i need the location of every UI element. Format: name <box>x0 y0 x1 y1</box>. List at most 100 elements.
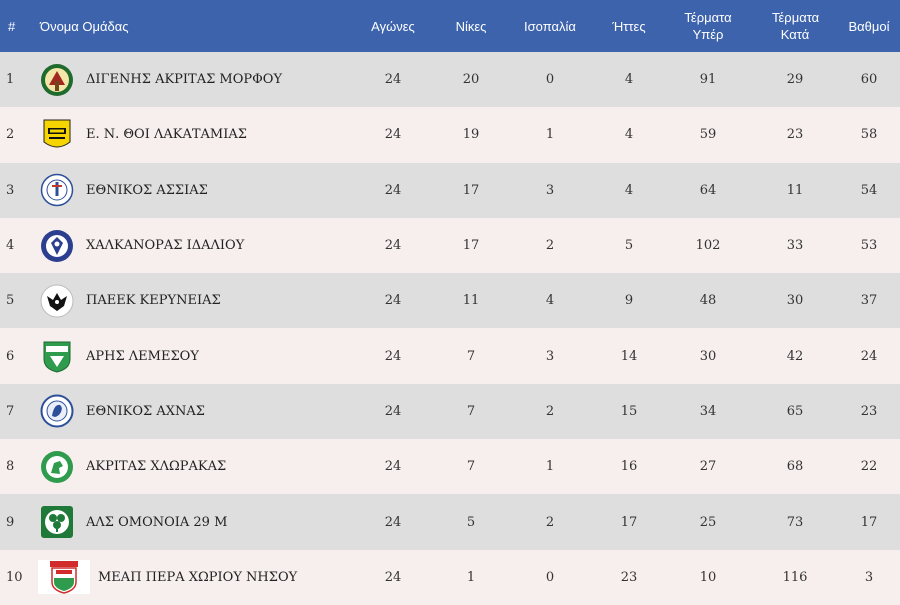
team-cell[interactable]: ΕΘΝΙΚΟΣ ΑΣΣΙΑΣ <box>38 163 350 218</box>
losses-cell: 9 <box>624 293 634 309</box>
points-cell: 22 <box>860 459 878 475</box>
header-points[interactable]: Βαθμοί <box>848 18 890 34</box>
header-rank[interactable]: # <box>8 18 16 34</box>
rank-cell: 4 <box>6 238 15 254</box>
aris-crest-icon <box>40 339 74 373</box>
team-name[interactable]: ΧΑΛΚΑΝΟΡΑΣ ΙΔΑΛΙΟΥ <box>86 238 245 254</box>
rank-cell: 8 <box>6 459 15 475</box>
team-name[interactable]: ΑΡΗΣ ΛΕΜΕΣΟΥ <box>86 348 199 364</box>
omonoia-crest-icon <box>40 505 74 539</box>
team-cell[interactable]: ΠΑΕΕΚ ΚΕΡΥΝΕΙΑΣ <box>38 273 350 328</box>
played-cell: 24 <box>384 514 402 530</box>
header-draws[interactable]: Ισοπαλία <box>524 18 576 34</box>
points-cell: 58 <box>860 127 878 143</box>
thoi-crest-icon <box>40 118 74 152</box>
goals-against-cell: 42 <box>786 348 804 364</box>
table-row-2[interactable]: 2 Ε. Ν. ΘΟΙ ΛΑΚΑΤΑΜΙΑΣ 24 19 1 4 59 23 5… <box>0 107 900 163</box>
team-cell[interactable]: ΔΙΓΕΝΗΣ ΑΚΡΙΤΑΣ ΜΟΡΦΟΥ <box>38 52 350 107</box>
table-row-6[interactable]: 6 ΑΡΗΣ ΛΕΜΕΣΟΥ 24 7 3 14 30 42 24 <box>0 328 900 384</box>
draws-cell: 2 <box>545 514 555 530</box>
team-name[interactable]: ΔΙΓΕΝΗΣ ΑΚΡΙΤΑΣ ΜΟΡΦΟΥ <box>86 72 283 88</box>
team-cell[interactable]: ΑΡΗΣ ΛΕΜΕΣΟΥ <box>38 328 350 383</box>
losses-cell: 4 <box>624 182 634 198</box>
team-name[interactable]: Ε. Ν. ΘΟΙ ΛΑΚΑΤΑΜΙΑΣ <box>86 127 247 143</box>
team-cell[interactable]: ΑΚΡΙΤΑΣ ΧΛΩΡΑΚΑΣ <box>38 439 350 494</box>
played-cell: 24 <box>384 459 402 475</box>
points-cell: 37 <box>860 293 878 309</box>
played-cell: 24 <box>384 127 402 143</box>
points-cell: 17 <box>860 514 878 530</box>
table-row-7[interactable]: 7 ΕΘΝΙΚΟΣ ΑΧΝΑΣ 24 7 2 15 34 65 23 <box>0 383 900 440</box>
table-row-8[interactable]: 8 ΑΚΡΙΤΑΣ ΧΛΩΡΑΚΑΣ 24 7 1 16 27 68 22 <box>0 439 900 495</box>
team-cell[interactable]: ΜΕΑΠ ΠΕΡΑ ΧΩΡΙΟΥ ΝΗΣΟΥ <box>38 550 350 605</box>
goals-for-cell: 34 <box>699 403 717 419</box>
rank-cell: 7 <box>6 403 15 419</box>
table-row-1[interactable]: 1 ΔΙΓΕΝΗΣ ΑΚΡΙΤΑΣ ΜΟΡΦΟΥ 24 20 0 4 91 29… <box>0 52 900 108</box>
draws-cell: 4 <box>545 293 555 309</box>
header-played[interactable]: Αγώνες <box>371 18 415 34</box>
played-cell: 24 <box>384 238 402 254</box>
akritas-crest-icon <box>40 450 74 484</box>
header-wins[interactable]: Νίκες <box>455 18 487 34</box>
team-name[interactable]: ΑΛΣ ΟΜΟΝΟΙΑ 29 Μ <box>86 514 228 530</box>
draws-cell: 2 <box>545 238 555 254</box>
team-name[interactable]: ΜΕΑΠ ΠΕΡΑ ΧΩΡΙΟΥ ΝΗΣΟΥ <box>98 569 298 585</box>
goals-against-cell: 68 <box>786 459 804 475</box>
team-cell[interactable]: Ε. Ν. ΘΟΙ ΛΑΚΑΤΑΜΙΑΣ <box>38 107 350 162</box>
played-cell: 24 <box>384 72 402 88</box>
rank-cell: 5 <box>6 293 15 309</box>
rank-cell: 1 <box>6 72 15 88</box>
goals-against-cell: 30 <box>786 293 804 309</box>
rank-cell: 10 <box>6 569 23 585</box>
table-row-4[interactable]: 4 ΧΑΛΚΑΝΟΡΑΣ ΙΔΑΛΙΟΥ 24 17 2 5 102 33 53 <box>0 217 900 274</box>
team-name[interactable]: ΕΘΝΙΚΟΣ ΑΧΝΑΣ <box>86 403 205 419</box>
played-cell: 24 <box>384 348 402 364</box>
points-cell: 24 <box>860 348 878 364</box>
table-row-3[interactable]: 3 ΕΘΝΙΚΟΣ ΑΣΣΙΑΣ 24 17 3 4 64 11 54 <box>0 162 900 218</box>
rank-cell: 3 <box>6 182 15 198</box>
team-cell[interactable]: ΕΘΝΙΚΟΣ ΑΧΝΑΣ <box>38 384 350 439</box>
goals-for-cell: 10 <box>699 569 717 585</box>
team-cell[interactable]: ΑΛΣ ΟΜΟΝΟΙΑ 29 Μ <box>38 494 350 549</box>
table-row-10[interactable]: 10 ΜΕΑΠ ΠΕΡΑ ΧΩΡΙΟΥ ΝΗΣΟΥ 24 1 0 23 10 1… <box>0 549 900 605</box>
losses-cell: 5 <box>624 238 634 254</box>
team-name[interactable]: ΠΑΕΕΚ ΚΕΡΥΝΕΙΑΣ <box>86 293 221 309</box>
losses-cell: 23 <box>620 569 638 585</box>
wins-cell: 17 <box>462 182 480 198</box>
wins-cell: 11 <box>462 293 480 309</box>
header-team[interactable]: Όνομα Ομάδας <box>40 18 129 34</box>
played-cell: 24 <box>384 293 402 309</box>
goals-for-cell: 48 <box>699 293 717 309</box>
wins-cell: 7 <box>466 459 476 475</box>
standings-body: 1 ΔΙΓΕΝΗΣ ΑΚΡΙΤΑΣ ΜΟΡΦΟΥ 24 20 0 4 91 29… <box>0 52 900 605</box>
draws-cell: 3 <box>545 182 555 198</box>
goals-for-cell: 59 <box>699 127 717 143</box>
draws-cell: 3 <box>545 348 555 364</box>
wins-cell: 1 <box>466 569 476 585</box>
team-cell[interactable]: ΧΑΛΚΑΝΟΡΑΣ ΙΔΑΛΙΟΥ <box>38 218 350 273</box>
goals-for-cell: 27 <box>699 459 717 475</box>
chalkanoras-crest-icon <box>40 229 74 263</box>
goals-for-cell: 91 <box>699 72 717 88</box>
losses-cell: 14 <box>620 348 638 364</box>
digenis-crest-icon <box>40 63 74 97</box>
losses-cell: 17 <box>620 514 638 530</box>
played-cell: 24 <box>384 182 402 198</box>
header-goals-for[interactable]: Τέρματα Υπέρ <box>684 10 732 42</box>
points-cell: 53 <box>860 238 878 254</box>
goals-for-cell: 64 <box>699 182 717 198</box>
table-row-9[interactable]: 9 ΑΛΣ ΟΜΟΝΟΙΑ 29 Μ 24 5 2 17 25 73 17 <box>0 494 900 550</box>
table-row-5[interactable]: 5 ΠΑΕΕΚ ΚΕΡΥΝΕΙΑΣ 24 11 4 9 48 30 37 <box>0 273 900 329</box>
team-name[interactable]: ΑΚΡΙΤΑΣ ΧΛΩΡΑΚΑΣ <box>86 459 227 475</box>
wins-cell: 7 <box>466 403 476 419</box>
header-losses[interactable]: Ήττες <box>612 18 646 34</box>
wins-cell: 7 <box>466 348 476 364</box>
rank-cell: 9 <box>6 514 15 530</box>
goals-for-cell: 25 <box>699 514 717 530</box>
draws-cell: 1 <box>545 459 555 475</box>
goals-against-cell: 33 <box>786 238 804 254</box>
goals-against-cell: 65 <box>786 403 804 419</box>
team-name[interactable]: ΕΘΝΙΚΟΣ ΑΣΣΙΑΣ <box>86 182 208 198</box>
header-goals-against[interactable]: Τέρματα Κατά <box>772 10 820 42</box>
